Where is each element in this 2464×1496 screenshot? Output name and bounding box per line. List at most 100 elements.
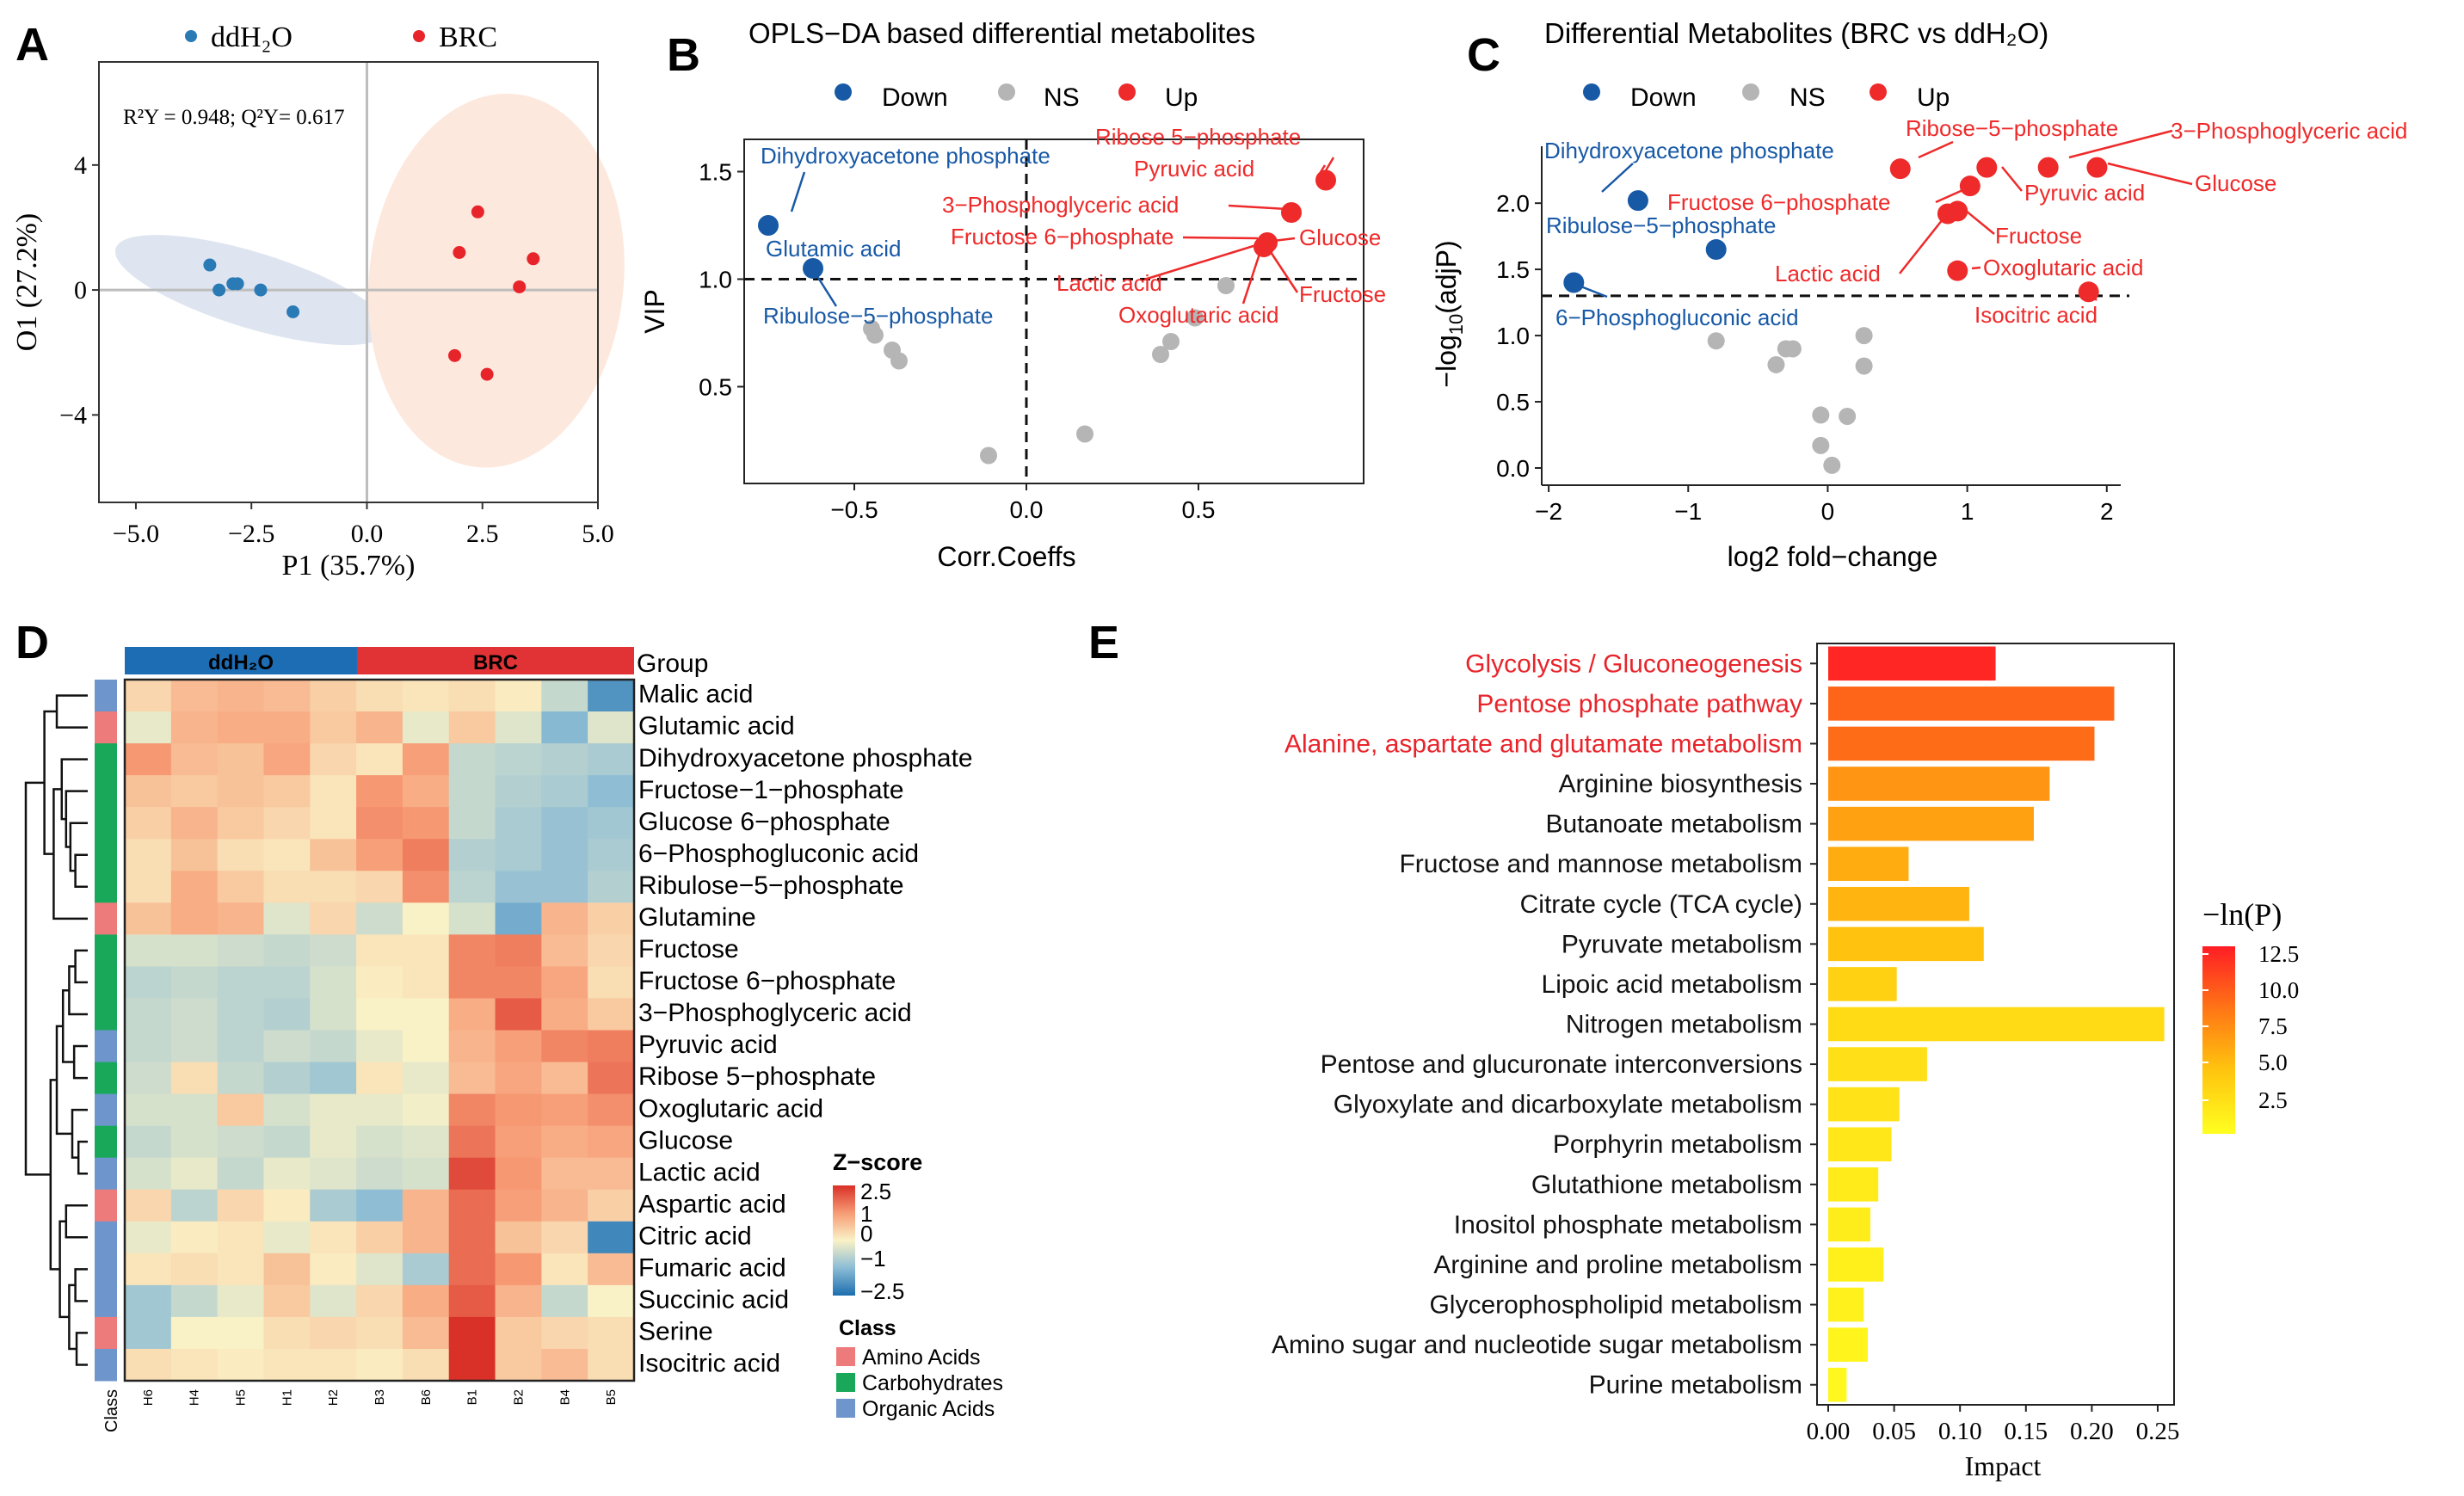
- c-point-up: [1947, 260, 1968, 281]
- heatmap-cell: [448, 871, 496, 903]
- dendrogram-branch: [77, 1140, 88, 1175]
- c-legend-down-marker: [1583, 83, 1600, 101]
- heatmap-cell: [125, 807, 172, 840]
- heatmap-cell: [217, 1348, 264, 1382]
- heatmap-cell: [217, 871, 264, 903]
- heatmap-cell: [356, 839, 403, 871]
- heatmap-cell: [588, 1221, 635, 1254]
- b-point-down: [758, 215, 779, 236]
- panel-c-title: Differential Metabolites (BRC vs ddH₂O): [1544, 17, 2048, 49]
- heatmap-cell: [310, 1221, 357, 1254]
- group-brc-label: BRC: [473, 651, 518, 674]
- brc-point: [513, 280, 527, 293]
- dendrogram-branch: [43, 710, 57, 855]
- heatmap-cell: [310, 680, 357, 712]
- heatmap-row-label: Serine: [638, 1318, 713, 1346]
- heatmap-cell: [125, 1030, 172, 1063]
- c-leader-3pg: [2068, 129, 2173, 159]
- heatmap-cell: [310, 711, 357, 744]
- pathway-bar: [1828, 646, 1996, 681]
- dendrogram-branch: [59, 1220, 70, 1319]
- heatmap-cell: [402, 1157, 450, 1191]
- heatmap-cell: [125, 1221, 172, 1254]
- heatmap-column-label: B6: [419, 1389, 434, 1405]
- c-point-down: [1563, 272, 1585, 293]
- a-xtick-label: −5.0: [113, 520, 159, 548]
- heatmap-column-label: H6: [141, 1389, 156, 1406]
- heatmap-cell: [356, 1062, 403, 1095]
- heatmap-row-label: Glucose: [638, 1126, 733, 1154]
- heatmap-column-label: H5: [234, 1389, 249, 1406]
- heatmap-cell: [402, 839, 450, 871]
- b-label-oxoglutaric: Oxoglutaric acid: [1118, 302, 1278, 328]
- heatmap-cell: [170, 1125, 219, 1159]
- b-point-ns: [1217, 277, 1235, 294]
- heatmap-cell: [541, 1284, 588, 1318]
- class-bar-cell: [95, 839, 117, 871]
- class-legend-org-swatch: [836, 1399, 855, 1418]
- heatmap-cell: [541, 680, 588, 712]
- heatmap-cell: [125, 934, 172, 967]
- panel-e-xlabel: Impact: [1965, 1450, 2042, 1481]
- heatmap-cell: [125, 1189, 172, 1222]
- heatmap-cell: [310, 775, 357, 808]
- heatmap-cell: [495, 934, 542, 967]
- pathway-label: Glutathione metabolism: [1531, 1171, 1802, 1199]
- dendrogram-branch: [65, 1204, 88, 1239]
- c-label-f6p: Fructose 6−phosphate: [1667, 189, 1890, 215]
- heatmap-cell: [263, 680, 311, 712]
- dendrogram-branch: [72, 1044, 88, 1080]
- heatmap-cell: [356, 1348, 403, 1382]
- heatmap-cell: [448, 1284, 496, 1318]
- pathway-bar: [1828, 886, 1969, 921]
- heatmap-cell: [125, 711, 172, 744]
- zscore-tick-minus1: −1: [860, 1246, 886, 1271]
- b-label-pyruvic: Pyruvic acid: [1134, 156, 1254, 182]
- b-label-3pg: 3−Phosphoglyceric acid: [942, 192, 1179, 218]
- panel-b-ylabel: VIP: [639, 289, 670, 334]
- class-bar-cell: [95, 1284, 117, 1318]
- heatmap-cell: [495, 1125, 542, 1159]
- heatmap-cell: [495, 1189, 542, 1222]
- heatmap-cell: [448, 680, 496, 712]
- heatmap-cell: [217, 807, 264, 840]
- c-point-ns: [1855, 327, 1873, 345]
- heatmap-cell: [263, 1221, 311, 1254]
- heatmap-row-label: Fructose: [638, 935, 739, 963]
- heatmap-cell: [217, 839, 264, 871]
- heatmap-cell: [541, 998, 588, 1031]
- c-point-up: [1959, 175, 1980, 197]
- class-bar-cell: [95, 680, 117, 712]
- heatmap-cell: [448, 998, 496, 1031]
- a-ytick-label: 0: [74, 276, 87, 305]
- heatmap-row-label: Fructose−1−phosphate: [638, 776, 904, 804]
- zscore-tick-1: 1: [860, 1201, 872, 1227]
- heatmap-cell: [448, 934, 496, 967]
- zscore-tick-0: 0: [860, 1221, 872, 1247]
- class-legend-carb: Carbohydrates: [862, 1371, 1003, 1395]
- heatmap-cell: [170, 934, 219, 967]
- heatmap-cell: [541, 871, 588, 903]
- c-point-ns: [1767, 355, 1785, 373]
- ddh2o-point: [213, 283, 226, 297]
- pathway-label: Lipoic acid metabolism: [1542, 970, 1802, 999]
- heatmap-cell: [495, 1221, 542, 1254]
- heatmap-cell: [541, 1221, 588, 1254]
- legend-up-marker: [1118, 83, 1136, 101]
- heatmap-cell: [170, 775, 219, 808]
- heatmap-cell: [263, 871, 311, 903]
- heatmap-cell: [170, 902, 219, 935]
- b-point-up: [1254, 237, 1274, 257]
- heatmap-cell: [541, 1030, 588, 1063]
- heatmap-cell: [402, 1062, 450, 1095]
- heatmap-cell: [495, 902, 542, 935]
- heatmap-cell: [217, 1284, 264, 1318]
- pathway-bar: [1828, 1127, 1892, 1162]
- pathway-label: Amino sugar and nucleotide sugar metabol…: [1272, 1331, 1802, 1359]
- legend-ddh2o-marker: [185, 30, 197, 42]
- heatmap-cell: [495, 711, 542, 744]
- c-xtick-label: −1: [1674, 498, 1702, 525]
- panel-c-plot: −2 −1 0 1 2 2.0 1.5 1.0 0.5 0.0: [1496, 157, 2129, 525]
- brc-point: [527, 252, 540, 266]
- heatmap-cell: [541, 1157, 588, 1191]
